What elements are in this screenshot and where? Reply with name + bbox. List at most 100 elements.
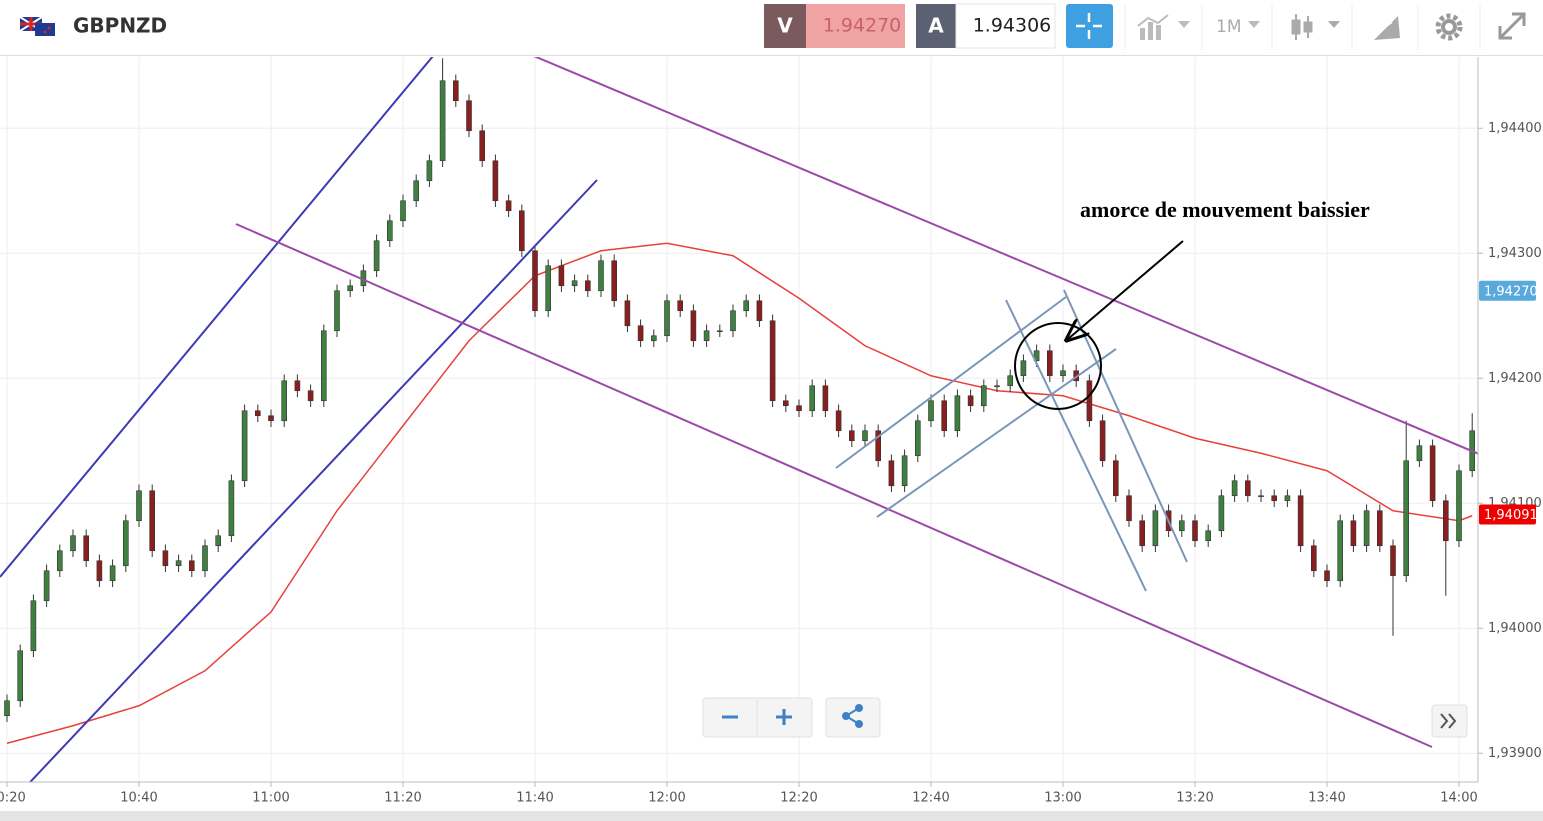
candle-body bbox=[452, 80, 459, 102]
candle-body bbox=[1337, 520, 1343, 582]
candle-body bbox=[822, 385, 829, 412]
candle-body bbox=[1429, 445, 1436, 502]
candle-body bbox=[558, 265, 565, 287]
candle-body bbox=[175, 560, 182, 567]
price-badge-label: 1,94091 bbox=[1484, 508, 1538, 523]
candle-body bbox=[994, 385, 1000, 388]
candle-body bbox=[730, 310, 736, 332]
x-tick-label: 13:20 bbox=[1176, 791, 1213, 806]
buy-price: 1.94306 bbox=[973, 15, 1052, 37]
y-tick-label: 1,94000 bbox=[1488, 621, 1542, 636]
x-tick-label: 12:00 bbox=[648, 791, 685, 806]
chart-type-button[interactable] bbox=[1137, 14, 1190, 40]
moving-average bbox=[6, 242, 1473, 744]
candle-body bbox=[413, 180, 420, 202]
flag-icon bbox=[19, 16, 55, 36]
candle-body bbox=[189, 560, 195, 572]
timeframe-button[interactable]: 1M bbox=[1216, 17, 1260, 37]
candle-body bbox=[1086, 380, 1093, 422]
candle-body bbox=[492, 160, 499, 202]
candle-body bbox=[756, 300, 763, 322]
candle-body bbox=[1179, 520, 1185, 532]
candle-body bbox=[545, 265, 552, 312]
trend-line bbox=[835, 296, 1067, 469]
timeframe: 1M bbox=[1216, 17, 1241, 37]
candle-body bbox=[505, 200, 512, 212]
candle-body bbox=[149, 490, 155, 552]
highlight-circle bbox=[1014, 322, 1102, 410]
candle-body bbox=[1350, 520, 1357, 547]
scroll-right-button[interactable] bbox=[1431, 704, 1468, 738]
x-tick-label: 11:40 bbox=[516, 791, 553, 806]
candle-body bbox=[1126, 495, 1132, 522]
candle-body bbox=[1245, 480, 1251, 497]
trend-line bbox=[533, 57, 1478, 455]
zoom-in-button[interactable] bbox=[776, 709, 792, 725]
candle-body bbox=[1152, 510, 1159, 547]
candle-body bbox=[1324, 570, 1330, 582]
candle-body bbox=[334, 290, 340, 332]
candle-body bbox=[624, 300, 631, 327]
candle-body bbox=[769, 320, 776, 402]
candle-body bbox=[255, 410, 261, 417]
candle-body bbox=[716, 330, 723, 333]
candle-body bbox=[1060, 370, 1066, 377]
candle-body bbox=[1099, 420, 1106, 462]
symbol: GBPNZD bbox=[73, 14, 167, 38]
candle-body bbox=[664, 300, 670, 337]
axis-layer: 1,939001,940001,941001,942001,943001,944… bbox=[0, 121, 1542, 806]
y-tick-label: 1,94400 bbox=[1488, 121, 1542, 136]
sell-label: V bbox=[777, 14, 793, 38]
candle-body bbox=[426, 160, 433, 182]
annotation: amorce de mouvement baissier bbox=[1080, 197, 1370, 222]
x-tick-label: 13:00 bbox=[1044, 791, 1081, 806]
settings-button[interactable] bbox=[1435, 13, 1463, 41]
trend-line bbox=[876, 348, 1117, 518]
buy-button[interactable]: A 1.94306 bbox=[916, 3, 1056, 49]
candle-body bbox=[96, 560, 103, 582]
fullscreen-button[interactable] bbox=[1498, 12, 1526, 40]
y-tick-label: 1,94300 bbox=[1488, 246, 1542, 261]
candle-body bbox=[136, 490, 142, 522]
candle-body bbox=[123, 520, 129, 567]
candle-body bbox=[1311, 545, 1317, 572]
candle-body bbox=[941, 400, 948, 432]
price-badge bbox=[1479, 504, 1536, 525]
drawing-tools-button[interactable] bbox=[1371, 16, 1400, 40]
sell-price: 1.94270 bbox=[823, 15, 902, 37]
candle-body bbox=[1205, 530, 1211, 542]
candle-body bbox=[690, 310, 697, 342]
crosshair-button[interactable] bbox=[1066, 4, 1113, 48]
candle-body bbox=[611, 260, 618, 302]
candle-body bbox=[532, 250, 538, 312]
candle-body bbox=[650, 335, 657, 342]
arrow bbox=[1068, 240, 1184, 339]
candle-style-button[interactable] bbox=[1291, 14, 1340, 40]
candle-body bbox=[4, 700, 10, 717]
share-button[interactable] bbox=[825, 697, 881, 738]
x-tick-label: 13:40 bbox=[1308, 791, 1345, 806]
candle-body bbox=[1390, 545, 1396, 577]
candle-body bbox=[228, 480, 235, 537]
bottom-edge bbox=[0, 811, 1543, 821]
sell-button[interactable]: V 1.94270 bbox=[764, 4, 905, 48]
price-badge bbox=[1479, 280, 1536, 301]
candle-body bbox=[1047, 350, 1053, 377]
candle-body bbox=[584, 280, 591, 292]
x-tick-label: 12:40 bbox=[912, 791, 949, 806]
candle-body bbox=[743, 300, 750, 312]
candle-body bbox=[30, 600, 37, 652]
x-tick-label: 12:20 bbox=[780, 791, 817, 806]
candle-body bbox=[598, 260, 604, 292]
data-layer bbox=[4, 58, 1475, 744]
candle-body bbox=[17, 650, 24, 702]
candle-body bbox=[914, 420, 921, 457]
trend-line bbox=[1005, 299, 1147, 592]
candle-body bbox=[109, 565, 116, 582]
candle-body bbox=[928, 400, 934, 422]
candle-body bbox=[809, 385, 816, 412]
candle-body bbox=[1271, 495, 1277, 502]
candle-body bbox=[571, 280, 578, 287]
trend-line bbox=[28, 179, 598, 782]
